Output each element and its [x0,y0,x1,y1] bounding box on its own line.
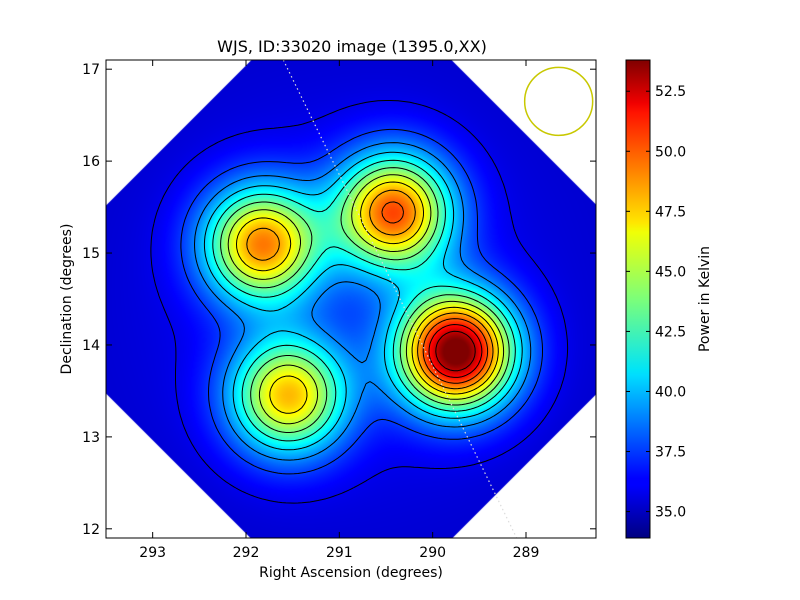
colorbar-ticks: 35.0 37.5 40.0 42.5 45.0 47.5 50.0 52.5 [626,84,686,521]
colorbar-tick-label: 37.5 [655,445,686,461]
contour-line [428,324,483,378]
contour-line [236,181,499,414]
contour-line [246,189,494,390]
y-tick-label: 15 [82,246,100,262]
colorbar-label: Power in Kelvin [697,246,713,352]
contour-line [212,159,516,442]
beam-circle [523,66,594,137]
x-axis-label: Right Ascension (degrees) [259,565,443,581]
colorbar-tick-label: 47.5 [655,204,686,220]
x-tick-label: 291 [326,545,353,561]
colorbar-tick-label: 42.5 [655,324,686,340]
y-tick-label: 16 [82,154,100,170]
colorbar-tick-label: 45.0 [655,264,686,280]
colorbar-tick-label: 40.0 [655,384,686,400]
chart-title: WJS, ID:33020 image (1395.0,XX) [217,37,487,56]
x-tick-label: 290 [419,545,446,561]
y-tick-label: 14 [82,338,100,354]
y-axis-ticks: 12 13 14 15 16 17 [82,62,596,538]
galactic-plane-line [282,59,518,539]
contour-line [220,167,510,433]
y-tick-label: 13 [82,430,100,446]
contour-line [435,330,476,372]
colorbar-tick-label: 35.0 [655,505,686,521]
heatmap-image [106,60,596,538]
contour-lines [150,100,569,504]
x-tick-label: 292 [233,545,260,561]
y-tick-label: 12 [82,522,100,538]
plot-frame [105,59,597,539]
contour-line [150,100,569,504]
y-axis-label: Declination (degrees) [59,224,75,375]
colorbar: 35.0 37.5 40.0 42.5 45.0 47.5 50.0 52.5 Power i… [625,59,713,539]
x-tick-label: 289 [513,545,540,561]
x-tick-label: 293 [139,545,166,561]
colorbar-tick-label: 50.0 [655,144,686,160]
y-tick-label: 17 [82,62,100,78]
contour-line [194,142,532,461]
contour-line [203,151,523,451]
heatmap-plot-area: 293 292 291 290 289 12 13 14 15 16 17 [82,59,597,561]
contour-line [180,128,543,475]
contour-line [381,201,489,384]
colorbar-tick-label: 52.5 [655,84,686,100]
x-axis-ticks: 293 292 291 290 289 [139,60,539,561]
contour-line [227,174,505,425]
colorbar-gradient [625,59,651,539]
